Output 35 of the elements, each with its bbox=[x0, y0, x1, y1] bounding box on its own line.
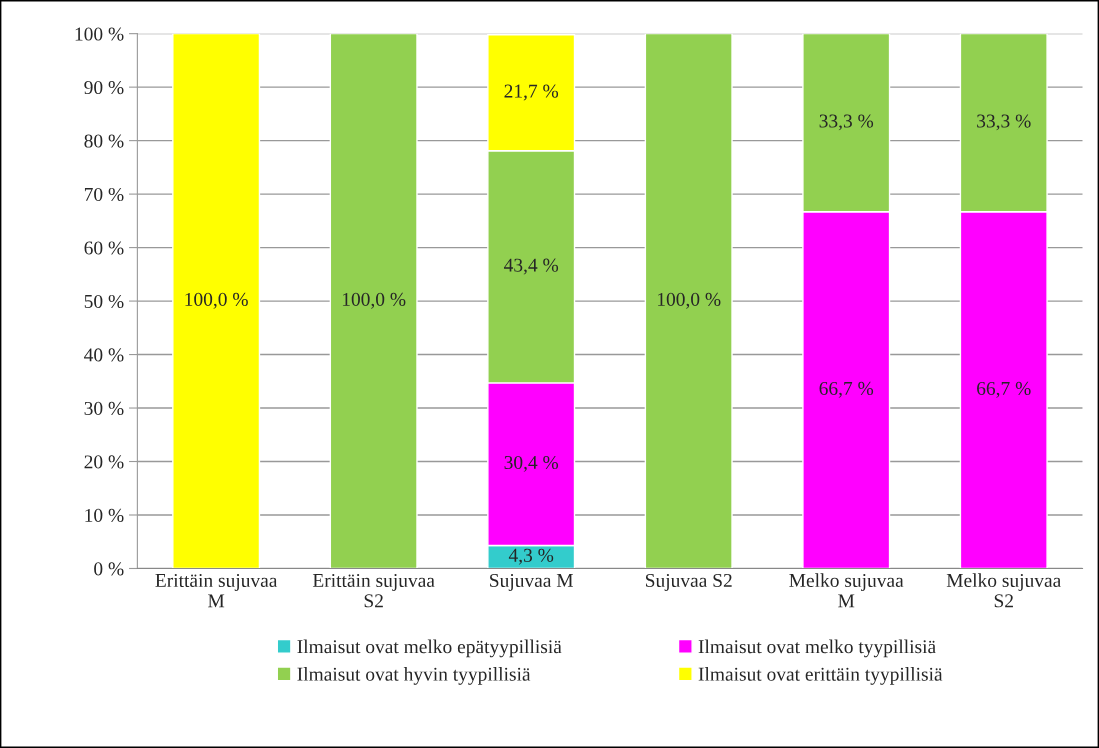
data-label: 33,3 % bbox=[977, 114, 1031, 131]
y-tick-label: 80 % bbox=[84, 134, 124, 148]
bar bbox=[644, 33, 733, 569]
y-tick-label: 70 % bbox=[84, 187, 124, 202]
data-label: 43,4 % bbox=[504, 258, 559, 275]
data-label: 30,4 % bbox=[504, 455, 559, 472]
data-label: 66,7 % bbox=[819, 381, 874, 398]
data-label: 100,0 % bbox=[342, 292, 406, 309]
y-tick-label: 20 % bbox=[84, 455, 124, 469]
bar bbox=[172, 33, 261, 569]
legend-label: Ilmaisut ovat hyvin tyypillisiä bbox=[297, 667, 531, 685]
x-tick-label: Sujuvaa M bbox=[490, 573, 574, 591]
x-tick-label: Erittäin sujuvaa M bbox=[155, 573, 278, 608]
legend-label: Ilmaisut ovat melko tyypillisiä bbox=[698, 639, 936, 658]
data-label: 66,7 % bbox=[977, 381, 1031, 398]
y-tick-label: 30 % bbox=[84, 401, 124, 416]
data-label: 33,3 % bbox=[819, 114, 874, 131]
y-tick-label: 10 % bbox=[85, 508, 124, 522]
y-tick-label: 100 % bbox=[75, 27, 124, 41]
data-label: 100,0 % bbox=[185, 292, 248, 309]
bar bbox=[329, 33, 418, 569]
legend-label: Ilmaisut ovat erittäin tyypillisiä bbox=[698, 667, 943, 685]
data-label: 21,7 % bbox=[504, 84, 559, 101]
y-tick-label: 0 % bbox=[94, 562, 124, 576]
x-tick-label: Melko sujuvaa M bbox=[789, 573, 904, 608]
x-tick-label: Sujuvaa S2 bbox=[645, 573, 732, 591]
x-tick-label: Melko sujuvaa S2 bbox=[946, 573, 1061, 608]
legend-label: Ilmaisut ovat melko epätyypillisiä bbox=[297, 639, 562, 658]
data-label: 4,3 % bbox=[508, 548, 554, 565]
y-tick-label: 50 % bbox=[84, 294, 124, 309]
y-tick-label: 90 % bbox=[84, 80, 124, 95]
data-label: 100,0 % bbox=[658, 292, 721, 309]
y-tick-label: 40 % bbox=[84, 348, 124, 362]
y-tick-label: 60 % bbox=[84, 241, 124, 255]
x-tick-label: Erittäin sujuvaa S2 bbox=[312, 573, 435, 608]
